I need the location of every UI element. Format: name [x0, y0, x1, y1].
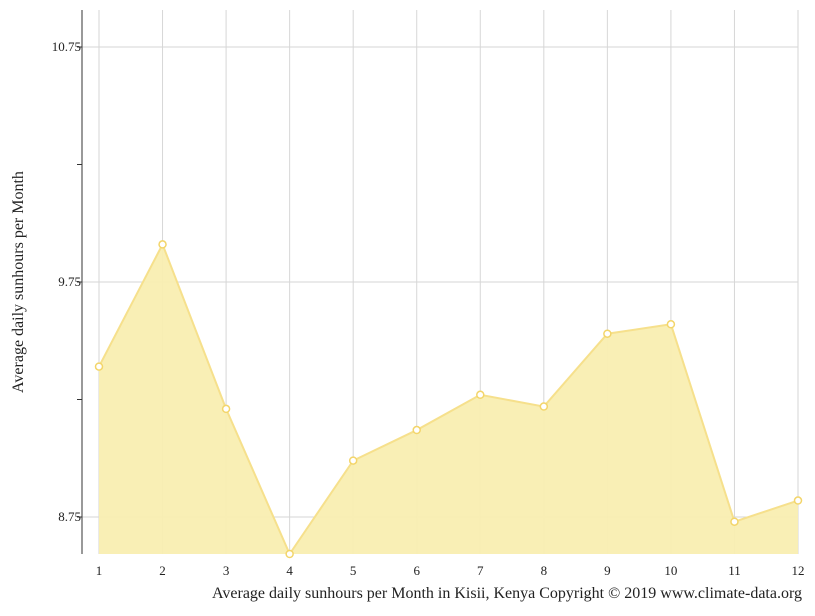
data-point: [348, 456, 358, 465]
data-point: [539, 402, 549, 411]
data-point: [666, 320, 676, 329]
chart-title: Average daily sunhours per Month in Kisi…: [212, 585, 802, 602]
series-line: [98, 241, 799, 557]
x-tick-label: 9: [604, 563, 611, 578]
x-tick-label: 8: [541, 563, 548, 578]
area-fill: [99, 244, 798, 554]
y-tick-label: 8.75: [58, 509, 81, 524]
data-point: [476, 390, 485, 400]
data-point: [412, 425, 421, 435]
data-point: [285, 549, 294, 559]
data-point: [158, 240, 167, 249]
y-tick-label: 10.75: [52, 39, 81, 54]
x-tick-label: 6: [413, 563, 420, 578]
data-point: [730, 517, 739, 526]
x-tick-label: 4: [286, 563, 293, 578]
x-tick-label: 2: [159, 563, 166, 578]
x-tick-label: 7: [477, 563, 484, 578]
data-point: [793, 496, 803, 505]
data-point: [94, 362, 104, 371]
y-ticks: 10.75 9.75 8.75: [52, 39, 82, 524]
x-tick-label: 10: [664, 563, 677, 578]
data-point: [603, 329, 612, 338]
y-axis-label: Average daily sunhours per Month: [10, 171, 27, 393]
data-points: [94, 240, 803, 559]
x-tick-label: 12: [792, 563, 805, 578]
x-tick-label: 3: [223, 563, 230, 578]
grid: [82, 10, 799, 554]
data-point: [221, 404, 231, 414]
y-tick-label: 9.75: [58, 274, 81, 289]
x-tick-label: 1: [96, 563, 103, 578]
x-ticks: 1 2 3 4 5 6 7 8 9 10 11 12: [96, 563, 805, 578]
x-tick-label: 5: [350, 563, 357, 578]
x-tick-label: 11: [728, 563, 741, 578]
